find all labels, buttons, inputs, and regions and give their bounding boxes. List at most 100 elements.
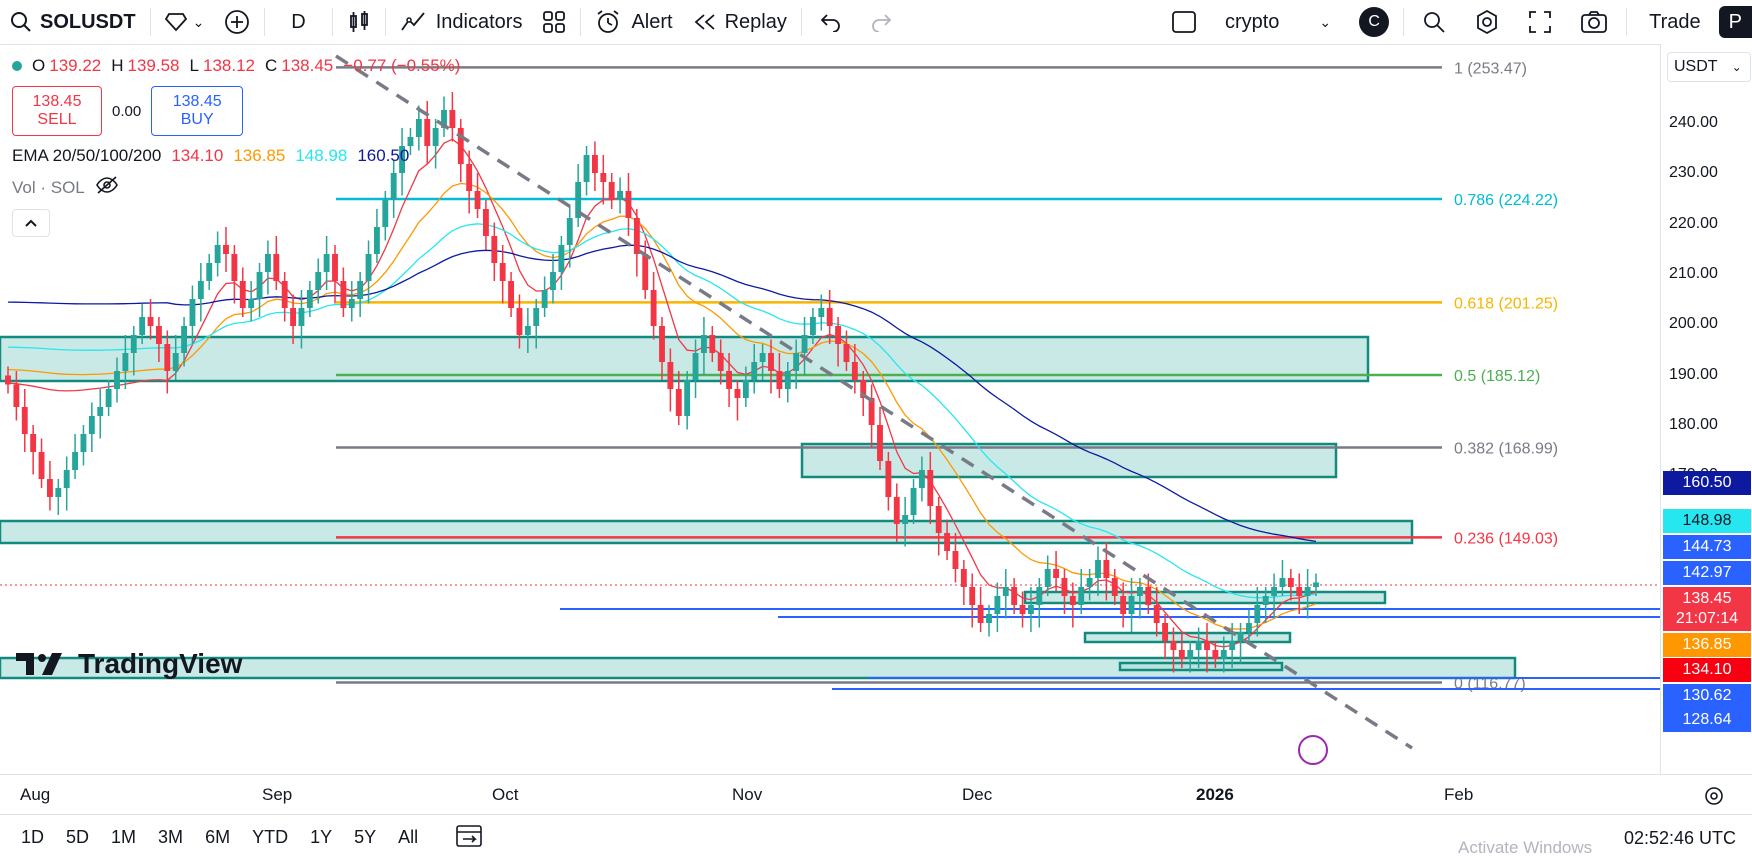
indicators-button[interactable]: Indicators <box>390 0 533 44</box>
candle-body <box>5 375 11 385</box>
collapse-legend-button[interactable] <box>12 209 50 237</box>
volume-legend[interactable]: Vol · SOL <box>12 176 460 199</box>
account-button[interactable]: C <box>1349 0 1399 44</box>
fullscreen-button[interactable] <box>1514 0 1566 44</box>
candle-body <box>675 389 682 416</box>
price-axis-badge: 148.98 <box>1663 509 1751 533</box>
layout-name: crypto <box>1224 10 1280 33</box>
candle-body <box>717 353 724 371</box>
settings-button[interactable] <box>1460 0 1514 44</box>
candle-body <box>1153 605 1160 623</box>
close-value: 138.45 <box>281 56 334 75</box>
avatar: C <box>1359 7 1390 37</box>
publish-button[interactable]: P <box>1718 6 1752 38</box>
date-range-button[interactable] <box>455 822 485 853</box>
candle-body <box>348 299 355 308</box>
candle-body <box>809 317 816 335</box>
candle-body <box>591 155 598 173</box>
candle-body <box>667 362 674 389</box>
range-button-1y[interactable]: 1Y <box>310 826 333 847</box>
interval-button[interactable]: D <box>269 0 327 44</box>
price-tick-label: 230.00 <box>1669 164 1718 182</box>
symbol-search[interactable]: SOLUSDT <box>0 0 146 44</box>
currency-selector[interactable]: USDT ⌄ <box>1667 52 1751 82</box>
layout-name-dropdown[interactable]: crypto ⌄ <box>1207 0 1349 44</box>
fib-level-label: 0.618 (201.25) <box>1454 295 1558 312</box>
close-label: C <box>264 56 278 75</box>
range-button-6m[interactable]: 6M <box>205 826 231 847</box>
price-tick-label: 190.00 <box>1669 365 1718 383</box>
premium-button[interactable]: ⌄ <box>155 0 215 44</box>
price-axis-badge: 130.62 <box>1663 684 1751 708</box>
range-button-3m[interactable]: 3M <box>158 826 184 847</box>
candle-body <box>340 281 347 308</box>
candle-body <box>1304 587 1311 596</box>
windows-activation-watermark: Activate Windows <box>1458 838 1593 857</box>
price-axis[interactable]: USDT ⌄ 240.00 230.00 220.00 210.00 200.00 190… <box>1660 44 1752 774</box>
candle-body <box>1136 587 1143 596</box>
candle-body <box>969 587 976 605</box>
candles-icon <box>347 10 371 34</box>
candle-body <box>684 380 691 416</box>
candle-body <box>1187 650 1194 659</box>
time-axis-settings-button[interactable] <box>1703 785 1725 812</box>
candle-body <box>1220 650 1227 659</box>
candle-body <box>1095 560 1101 578</box>
range-button-5d[interactable]: 5D <box>66 826 90 847</box>
divider <box>1626 8 1628 36</box>
range-button-1m[interactable]: 1M <box>111 826 137 847</box>
price-tick-label: 240.00 <box>1669 114 1718 131</box>
range-button-all[interactable]: All <box>398 826 419 847</box>
sell-button[interactable]: 138.45 SELL <box>12 86 102 136</box>
compare-symbol-button[interactable] <box>214 0 260 44</box>
candle-body <box>122 353 129 371</box>
layout-button[interactable] <box>1161 0 1207 44</box>
candle-body <box>1287 578 1294 587</box>
chart-type-button[interactable] <box>337 0 381 44</box>
utc-clock[interactable]: 02:52:46 UTC <box>1623 828 1736 848</box>
candle-body <box>726 371 733 389</box>
tradingview-logo[interactable]: TradingView <box>16 648 242 680</box>
interval-label: D <box>291 10 306 33</box>
trade-button[interactable]: Trade <box>1631 0 1719 44</box>
time-axis[interactable]: Aug Sep Oct Nov Dec 2026 Feb <box>0 774 1752 815</box>
redo-icon <box>870 12 892 32</box>
snapshot-button[interactable] <box>1566 0 1622 44</box>
chevron-down-icon: ⌄ <box>192 13 205 30</box>
ema-legend[interactable]: EMA 20/50/100/200 134.10 136.85 148.98 1… <box>12 146 460 166</box>
calendar-arrow-icon <box>455 822 485 853</box>
templates-button[interactable] <box>532 0 576 44</box>
candle-body <box>902 515 909 524</box>
price-axis-badge: 136.85 <box>1663 633 1751 657</box>
candle-body <box>1212 650 1219 659</box>
quick-search-button[interactable] <box>1408 0 1460 44</box>
candle-body <box>1237 632 1244 641</box>
undo-button[interactable] <box>806 0 856 44</box>
alert-button[interactable]: Alert <box>585 0 682 44</box>
candle-body <box>63 470 70 488</box>
candle-body <box>541 290 548 308</box>
eye-hidden-icon[interactable] <box>95 176 119 199</box>
candle-body <box>499 263 506 281</box>
candle-body <box>290 308 297 326</box>
replay-button[interactable]: Replay <box>683 0 797 44</box>
divider <box>800 8 802 36</box>
range-button-ytd[interactable]: YTD <box>252 826 289 847</box>
candle-body <box>994 596 1001 614</box>
candle-body <box>600 173 607 182</box>
candle-body <box>617 191 624 200</box>
time-tick-label: Nov <box>732 785 763 804</box>
change-value: −0.77 (−0.55%) <box>343 56 461 75</box>
diamond-icon <box>164 12 187 32</box>
range-button-5y[interactable]: 5Y <box>354 826 377 847</box>
redo-button[interactable] <box>856 0 906 44</box>
buy-button[interactable]: 138.45 BUY <box>151 86 244 136</box>
candle-body <box>147 317 154 326</box>
ema20-value: 134.10 <box>171 146 224 165</box>
range-button-1d[interactable]: 1D <box>21 826 45 847</box>
chart-pane[interactable]: 1 (253.47) 0.786 (224.22) 0.618 (201.25) 0.… <box>0 44 1660 805</box>
candle-body <box>164 344 171 371</box>
candle-body <box>1069 596 1076 605</box>
price-chart[interactable]: 1 (253.47) 0.786 (224.22) 0.618 (201.25) 0.… <box>0 44 1660 805</box>
candle-body <box>977 605 984 623</box>
